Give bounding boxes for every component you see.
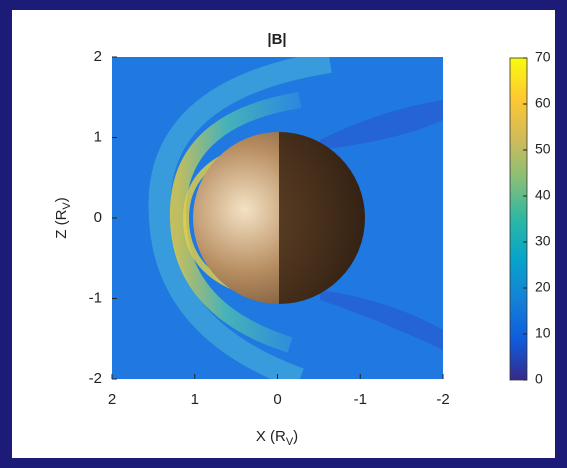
colorbar-tick-label: 0 <box>535 371 543 387</box>
colorbar-tick-label: 70 <box>535 49 551 65</box>
chart: |B| X (RV) Z (RV) 210-1-2-2-101201020304… <box>0 0 567 468</box>
colorbar <box>510 58 527 380</box>
y-tick-label: 2 <box>94 48 102 65</box>
x-tick-label: 0 <box>273 391 281 408</box>
x-label-main: X (R <box>256 428 286 445</box>
colorbar-tick-label: 40 <box>535 187 551 203</box>
x-tick-label: 2 <box>108 391 116 408</box>
y-tick-label: 1 <box>94 128 102 145</box>
y-label-main: Z (R <box>53 209 70 238</box>
chart-title: |B| <box>267 31 286 48</box>
x-tick-label: -1 <box>354 391 367 408</box>
x-label-end: ) <box>293 428 298 445</box>
colorbar-tick-label: 30 <box>535 233 551 249</box>
y-tick-label: -2 <box>89 370 102 387</box>
x-tick-label: -2 <box>436 391 449 408</box>
y-label-end: ) <box>53 197 70 202</box>
y-tick-label: 0 <box>94 209 102 226</box>
colorbar-tick-label: 60 <box>535 95 551 111</box>
heatmap-image <box>112 57 443 379</box>
y-tick-label: -1 <box>89 289 102 306</box>
colorbar-tick-label: 50 <box>535 141 551 157</box>
colorbar-tick-label: 20 <box>535 279 551 295</box>
x-tick-label: 1 <box>191 391 199 408</box>
colorbar-tick-label: 10 <box>535 325 551 341</box>
